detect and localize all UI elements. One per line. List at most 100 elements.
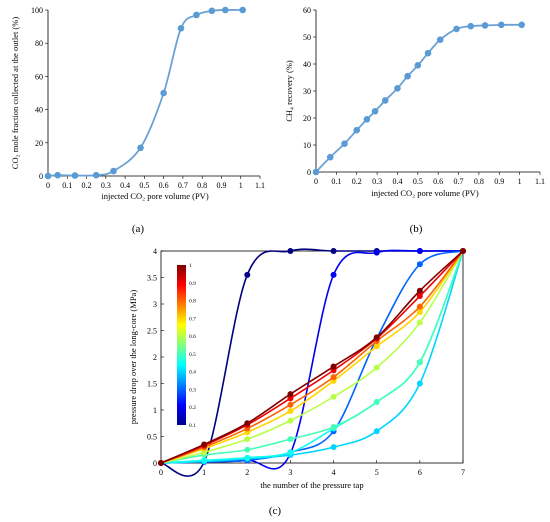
chart-a-x-tick-label: 0.8 <box>197 181 207 190</box>
colorbar-tick-label: 1 <box>189 263 192 269</box>
chart-c-series-line <box>160 250 464 464</box>
chart-b: 0 0.1 0.2 0.3 0.4 0.5 0.6 0.7 0.8 0.9 1 1.1 0 10 20 30 4… <box>284 6 545 235</box>
chart-b-x-tick-label: 0.1 <box>331 177 341 186</box>
chart-c-y-tick-label: 0.5 <box>147 433 157 442</box>
chart-c-data-point <box>244 271 251 278</box>
colorbar <box>177 265 186 425</box>
chart-b-data-point <box>498 21 505 29</box>
chart-a-data-point <box>208 7 216 15</box>
colorbar-tick-label: 0.1 <box>189 423 196 429</box>
chart-c-x-tick-label: 1 <box>202 468 206 477</box>
chart-b-data-point <box>518 21 525 29</box>
chart-c-data-point <box>373 428 380 435</box>
chart-b-data-point <box>326 153 334 161</box>
chart-a-data-point <box>71 172 79 179</box>
chart-c-data-point <box>416 303 423 310</box>
chart-c-data-point <box>416 261 423 268</box>
chart-c-data-point <box>330 374 337 381</box>
chart-c-data-point <box>201 441 208 448</box>
chart-c-y-tick-label: 3 <box>153 300 157 309</box>
chart-c-y-tick-label: 2.5 <box>147 327 157 336</box>
colorbar-tick-label: 0.5 <box>189 352 196 358</box>
chart-c-data-point <box>416 319 423 326</box>
chart-c-data-point <box>244 436 251 443</box>
chart-c-data-point <box>373 364 380 371</box>
chart-b-y-tick-label: 30 <box>303 87 311 96</box>
chart-b-y-tick-label: 60 <box>303 6 311 15</box>
chart-c-data-point <box>416 308 423 315</box>
chart-b-data-point <box>353 126 361 134</box>
chart-c-series-line <box>160 249 464 470</box>
chart-b-x-label: injected CO₂ pore volume (PV) <box>371 188 478 198</box>
chart-c-y-tick-label: 2 <box>153 353 157 362</box>
panel-label-a: (a) <box>132 223 145 235</box>
chart-c-data-point <box>416 293 423 300</box>
chart-b-data-point <box>341 140 348 147</box>
chart-a-y-tick-label: 0 <box>39 172 43 181</box>
chart-a-x-tick-label: 0.3 <box>101 181 111 190</box>
chart-c-data-point <box>330 423 337 430</box>
chart-b-y-tick-label: 50 <box>303 33 311 42</box>
chart-c-data-point <box>287 248 294 254</box>
chart-c-data-point <box>416 287 423 294</box>
chart-c: 0 1 2 3 4 5 6 7 0 0.5 1 1.5 2 2.5 3 3.5 4 0.1 0.2 0.3 0.4 0.… <box>128 247 466 517</box>
chart-b-x-tick-label: 1 <box>518 177 522 186</box>
chart-c-frame <box>160 250 464 464</box>
chart-b-data-point <box>394 85 401 92</box>
chart-a-data-point <box>177 24 185 32</box>
chart-b-y-label: CH₄ recovery (%) <box>284 60 294 122</box>
chart-c-data-point <box>460 248 466 254</box>
chart-a-data-point <box>137 144 144 152</box>
colorbar-tick-label: 0.7 <box>189 316 196 322</box>
chart-a-data-point <box>160 89 167 97</box>
colorbar-tick-label: 0.2 <box>189 405 196 411</box>
chart-c-series-line <box>160 250 464 464</box>
chart-c-y-tick-label: 3.5 <box>147 274 157 283</box>
chart-a-y-tick-label: 100 <box>31 6 43 15</box>
chart-c-data-point <box>330 393 337 400</box>
chart-c-data-point <box>244 454 251 461</box>
chart-a-data-point <box>54 171 61 179</box>
chart-c-data-point <box>287 417 294 424</box>
chart-c-series-line <box>160 250 464 464</box>
chart-c-data-point <box>416 380 423 387</box>
panel-label-c: (c) <box>269 505 282 517</box>
chart-c-y-tick-label: 0 <box>153 459 157 468</box>
chart-c-data-point <box>416 359 423 366</box>
chart-c-data-point <box>330 271 337 278</box>
colorbar-tick-label: 0.8 <box>189 299 196 305</box>
chart-c-x-tick-label: 7 <box>461 468 465 477</box>
chart-a-x-tick-label: 0.9 <box>216 181 226 190</box>
chart-a-x-tick-label: 0.4 <box>120 181 130 190</box>
chart-b-data-point <box>371 107 379 115</box>
chart-c-data-point <box>416 248 423 254</box>
chart-b-x-tick-label: 0.5 <box>413 177 423 186</box>
chart-c-data-point <box>287 408 294 415</box>
chart-b-y-tick-label: 0 <box>307 168 311 177</box>
chart-b-data-point <box>436 36 444 43</box>
chart-b-x-tick-label: 0.7 <box>454 177 464 186</box>
chart-a-x-tick-label: 0.6 <box>159 181 169 190</box>
chart-b-data-point <box>404 72 411 80</box>
chart-a-y-label: CO₂ mole fraction collected at the outle… <box>10 17 20 170</box>
chart-b-y-tick-label: 20 <box>303 114 311 123</box>
chart-a-x-tick-label: 0.2 <box>82 181 92 190</box>
chart-c-data-point <box>330 444 337 451</box>
chart-c-data-point <box>287 401 294 408</box>
chart-b-data-point <box>312 168 320 176</box>
chart-c-data-point <box>287 449 294 456</box>
chart-c-data-point <box>201 457 208 464</box>
colorbar-tick-label: 0.3 <box>189 387 196 393</box>
panel-label-b: (b) <box>410 223 423 235</box>
chart-c-series-line <box>160 250 464 464</box>
chart-b-data-point <box>363 116 371 123</box>
chart-b-data-point <box>467 22 475 30</box>
chart-a-y-tick-label: 60 <box>35 72 43 81</box>
chart-b-y-tick-label: 10 <box>303 141 311 150</box>
chart-b-series-line <box>315 23 522 173</box>
chart-c-series-line <box>160 250 464 464</box>
chart-a-x-tick-label: 0.1 <box>62 181 72 190</box>
chart-a-x-tick-label: 1.1 <box>255 181 265 190</box>
chart-c-x-tick-label: 2 <box>245 468 249 477</box>
